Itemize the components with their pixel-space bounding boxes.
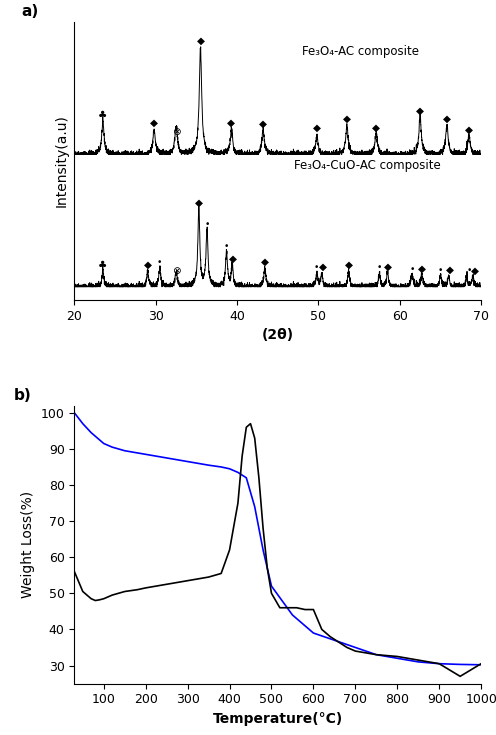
Text: ◆: ◆ [259, 119, 267, 129]
Text: ◆: ◆ [150, 118, 158, 128]
X-axis label: (2θ): (2θ) [262, 329, 294, 343]
Text: a): a) [21, 4, 39, 20]
Text: •: • [204, 220, 210, 229]
Text: ◆: ◆ [345, 259, 353, 270]
Text: ◆: ◆ [418, 264, 426, 273]
Text: ◆: ◆ [144, 259, 152, 270]
X-axis label: Temperature(°C): Temperature(°C) [213, 711, 343, 726]
Text: ◆: ◆ [343, 114, 351, 124]
Text: ◆: ◆ [383, 262, 391, 272]
Text: ♣: ♣ [98, 259, 108, 270]
Text: ◆: ◆ [465, 124, 473, 135]
Text: •: • [314, 263, 319, 272]
Text: •: • [409, 265, 415, 273]
Y-axis label: Weight Loss(%): Weight Loss(%) [21, 491, 35, 598]
Text: ◆: ◆ [261, 257, 269, 267]
Text: ⊗: ⊗ [172, 127, 181, 137]
Text: ◆: ◆ [227, 118, 236, 128]
Text: b): b) [13, 388, 31, 403]
Text: •: • [377, 263, 382, 272]
Text: •: • [224, 242, 229, 251]
Text: ◆: ◆ [318, 262, 326, 272]
Text: ◆: ◆ [229, 254, 237, 265]
Text: Fe₃O₄-AC composite: Fe₃O₄-AC composite [302, 46, 419, 58]
Text: ◆: ◆ [443, 114, 451, 124]
Text: ◆: ◆ [195, 197, 203, 207]
Text: ♣: ♣ [98, 110, 108, 120]
Text: •: • [157, 258, 163, 267]
Text: ◆: ◆ [446, 265, 454, 275]
Text: ◆: ◆ [313, 123, 321, 133]
Text: •: • [438, 266, 443, 275]
Y-axis label: Intensity(a.u): Intensity(a.u) [55, 115, 69, 207]
Text: •: • [466, 266, 472, 275]
Text: ◆: ◆ [372, 123, 380, 133]
Text: ◆: ◆ [471, 265, 479, 276]
Text: ◆: ◆ [196, 36, 204, 46]
Text: Fe₃O₄-CuO-AC composite: Fe₃O₄-CuO-AC composite [294, 159, 441, 173]
Text: ◆: ◆ [416, 106, 424, 116]
Text: ⊗: ⊗ [172, 266, 181, 276]
